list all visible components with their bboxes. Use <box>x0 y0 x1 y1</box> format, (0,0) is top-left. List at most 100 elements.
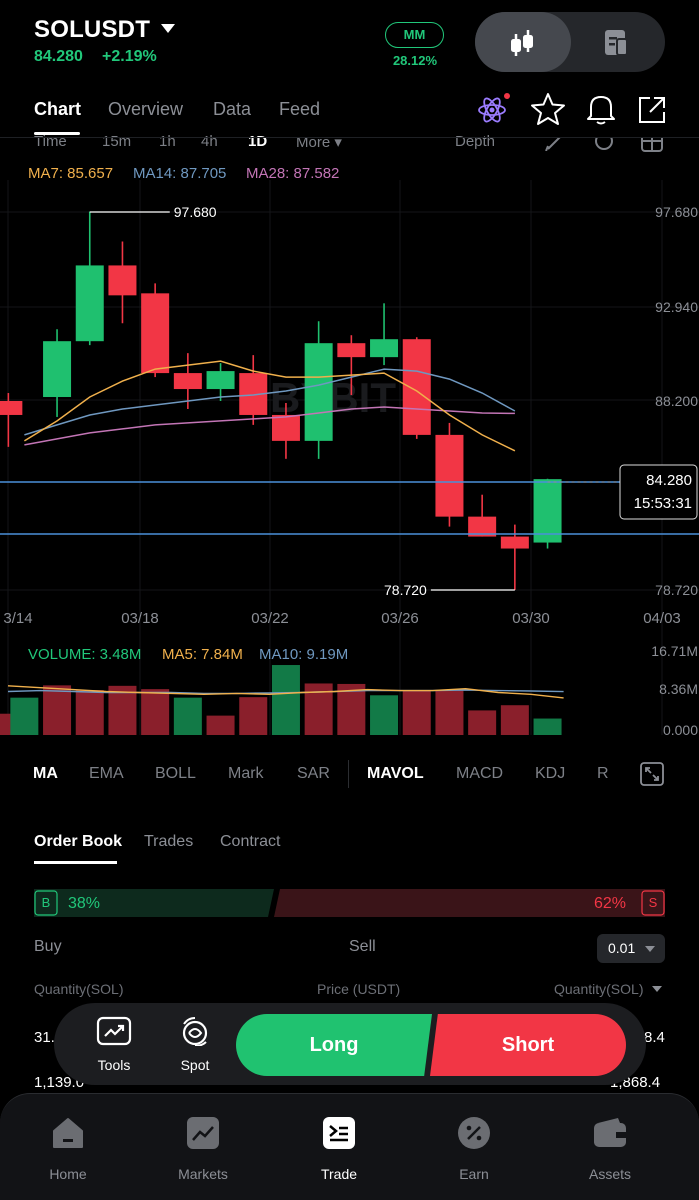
low-price-label: 78.720 <box>384 582 427 598</box>
pair-title[interactable]: SOLUSDT <box>34 16 151 43</box>
tab-order-book[interactable]: Order Book <box>34 833 123 850</box>
home-icon <box>53 1118 83 1148</box>
volume-bar <box>337 683 366 735</box>
volume-bar <box>173 697 202 735</box>
sell-column-label: Sell <box>349 938 376 955</box>
col-price: Price (USDT) <box>317 981 401 997</box>
markets-chart-icon <box>187 1117 219 1149</box>
nav-assets-label: Assets <box>588 1166 631 1182</box>
buy-ratio: 38% <box>68 895 101 912</box>
volume-bar <box>43 685 72 735</box>
price-axis-label: 78.720 <box>655 582 698 598</box>
long-label: Long <box>309 1034 359 1056</box>
price-axis-label: 97.680 <box>655 204 698 220</box>
chart-view-toggle[interactable] <box>475 12 665 72</box>
tab-chart[interactable]: Chart <box>34 99 82 119</box>
volume-bar <box>468 710 497 735</box>
candle-body <box>173 373 202 390</box>
document-view-icon[interactable] <box>571 12 665 72</box>
tools-button[interactable]: Tools <box>84 1016 144 1073</box>
spot-label: Spot <box>180 1057 210 1073</box>
tab-contract[interactable]: Contract <box>220 833 281 850</box>
nav-trade[interactable]: Trade <box>289 1115 389 1182</box>
sort-caret-icon[interactable] <box>652 986 662 992</box>
tab-feed[interactable]: Feed <box>279 99 321 119</box>
interval-4h[interactable]: 4h <box>201 133 218 150</box>
long-button[interactable]: Long <box>236 1014 432 1076</box>
chart-axes: 97.680 92.940 88.200 78.720 3/14 03/18 03/22 03… <box>3 204 698 738</box>
indicator-kdj[interactable]: KDJ <box>535 765 566 782</box>
interval-more[interactable]: More ▾ <box>296 134 342 151</box>
share-icon[interactable] <box>636 94 668 126</box>
candlestick-icon <box>511 30 533 56</box>
orderbook-row-1-ask-qty: 8.4 <box>644 1029 665 1046</box>
volume-ma5-legend: MA5: 7.84M <box>162 646 243 663</box>
volume-ma10-legend: MA10: 9.19M <box>259 646 349 663</box>
nav-earn[interactable]: Earn <box>424 1115 524 1182</box>
tab-trades[interactable]: Trades <box>144 833 194 850</box>
bell-alert-icon[interactable] <box>585 92 617 126</box>
mm-rate: 28.12% <box>392 53 438 68</box>
date-axis-label: 03/18 <box>121 610 159 627</box>
volume-bar <box>271 665 300 735</box>
pair-dropdown-caret-icon[interactable] <box>161 24 175 33</box>
pair-last-price: 84.280 <box>34 48 83 65</box>
nav-earn-label: Earn <box>459 1166 489 1182</box>
interval-1h[interactable]: 1h <box>159 133 176 150</box>
col-quantity-left: Quantity(SOL) <box>34 981 124 997</box>
nav-home[interactable]: Home <box>18 1115 118 1182</box>
atom-ai-icon[interactable] <box>476 92 510 126</box>
indicator-mark[interactable]: Mark <box>228 765 264 782</box>
mm-badge[interactable]: MM <box>385 22 444 48</box>
depth-toggle[interactable]: Depth <box>455 133 496 150</box>
indicator-ema[interactable]: EMA <box>89 765 124 782</box>
header-separator <box>0 137 699 138</box>
ma14-line <box>24 368 516 436</box>
indicator-r[interactable]: R <box>597 765 609 782</box>
trade-icon <box>323 1117 355 1149</box>
volume-ma5-line <box>7 685 564 699</box>
indicator-ma[interactable]: MA <box>33 765 58 782</box>
nav-home-label: Home <box>49 1166 87 1182</box>
nav-markets-label: Markets <box>178 1166 228 1182</box>
volume-bar <box>500 705 529 735</box>
indicator-boll[interactable]: BOLL <box>155 765 196 782</box>
indicator-macd[interactable]: MACD <box>456 765 504 782</box>
ma28-legend: MA28: 87.582 <box>246 165 340 182</box>
fullscreen-expand-icon[interactable] <box>639 761 665 787</box>
price-axis-label: 92.940 <box>655 299 698 315</box>
nav-markets[interactable]: Markets <box>153 1115 253 1182</box>
price-step-value: 0.01 <box>608 940 636 956</box>
tab-overview[interactable]: Overview <box>108 99 184 119</box>
pencil-draw-icon[interactable] <box>544 137 568 151</box>
nav-assets[interactable]: Assets <box>560 1115 660 1182</box>
spot-button[interactable]: Spot <box>165 1016 225 1073</box>
volume-bar <box>75 690 104 735</box>
candlestick-view-button[interactable] <box>475 12 571 72</box>
chart-grid <box>0 180 699 735</box>
tab-data[interactable]: Data <box>213 99 252 119</box>
chevron-down-icon <box>645 946 656 953</box>
price-step-select[interactable]: 0.01 <box>597 934 665 963</box>
interval-1d[interactable]: 1D <box>248 133 268 150</box>
last-price-box <box>619 464 698 520</box>
candle-body <box>500 536 529 549</box>
high-price-label: 97.680 <box>174 204 217 220</box>
interval-15m[interactable]: 15m <box>102 133 132 150</box>
volume-legend: VOLUME: 3.48M <box>28 646 142 663</box>
indicator-sar[interactable]: SAR <box>297 765 330 782</box>
volume-axis-label: 16.71M <box>651 643 698 659</box>
date-axis-label: 3/14 <box>3 610 32 627</box>
layout-grid-icon[interactable] <box>640 137 664 153</box>
volume-bar <box>435 690 464 735</box>
settings-gear-icon[interactable] <box>592 137 616 153</box>
short-button[interactable]: Short <box>430 1014 626 1076</box>
interval-time[interactable]: Time <box>34 133 67 150</box>
countdown-label: 15:53:31 <box>634 495 692 512</box>
star-favorite-icon[interactable] <box>530 92 566 126</box>
volume-bar <box>141 689 170 735</box>
indicator-mavol[interactable]: MAVOL <box>367 765 424 782</box>
sell-badge: S <box>648 895 658 910</box>
buy-column-label: Buy <box>34 938 62 955</box>
